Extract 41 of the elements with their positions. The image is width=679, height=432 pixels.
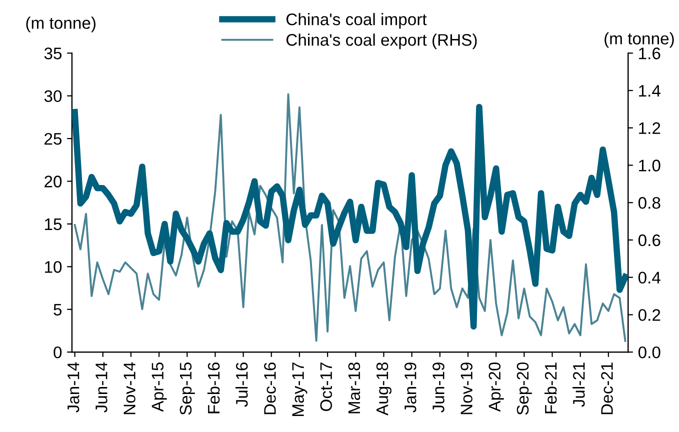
x-tick-label: Aug-18 [376, 362, 392, 416]
y2-tick-label: 1.2 [639, 122, 660, 134]
x-tick-label: Apr-15 [152, 362, 167, 412]
x-tick-label: Jun-14 [96, 362, 108, 412]
y2-tick-label: 0.8 [638, 197, 660, 209]
x-tick-label: Oct-17 [320, 362, 332, 412]
y-tick-label: 30 [44, 90, 62, 102]
x-tick-label: Apr-20 [488, 362, 504, 412]
y2-tick-label: 0.4 [638, 272, 660, 284]
x-tick-label: Jan-19 [404, 362, 416, 412]
x-tick-label: May-17 [292, 362, 308, 416]
y-axis-title: (m tonne) [26, 16, 96, 32]
y2-axis-title: (m tonne) [604, 32, 674, 48]
x-tick-label: Sep-20 [516, 362, 532, 415]
legend-label: China's coal import [286, 13, 427, 29]
y2-tick-label: 0.6 [638, 234, 660, 246]
x-tick-label: Jun-19 [432, 362, 444, 412]
y-tick-label: 35 [44, 48, 62, 60]
y2-tick-label: 1.4 [639, 85, 660, 97]
x-tick-label: Jul-16 [236, 362, 248, 407]
y2-tick-label: 0.2 [638, 309, 660, 321]
x-tick-label: Sep-15 [180, 362, 195, 415]
x-tick-label: Dec-21 [601, 362, 613, 414]
y-tick-label: 15 [44, 218, 62, 230]
legend-label: China's coal export (RHS) [286, 34, 477, 50]
x-tick-label: Feb-16 [207, 362, 220, 414]
x-tick-label: Nov-19 [460, 362, 472, 414]
x-tick-label: Jan-14 [68, 362, 80, 412]
y-tick-label: 5 [54, 304, 62, 316]
y2-tick-label: 0.0 [638, 346, 660, 358]
y-tick-label: 10 [44, 261, 62, 273]
x-tick-label: Mar-18 [348, 362, 360, 414]
y2-tick-label: 1.6 [639, 48, 660, 60]
x-tick-label: Dec-16 [264, 362, 276, 414]
x-tick-label: Nov-14 [124, 362, 136, 414]
y-tick-label: 25 [44, 132, 62, 145]
y2-tick-label: 1.0 [639, 160, 660, 172]
x-tick-label: Feb-21 [544, 362, 557, 414]
x-tick-label: Jul-21 [572, 362, 585, 407]
y-tick-label: 20 [44, 176, 62, 188]
y-tick-label: 0 [54, 346, 62, 358]
